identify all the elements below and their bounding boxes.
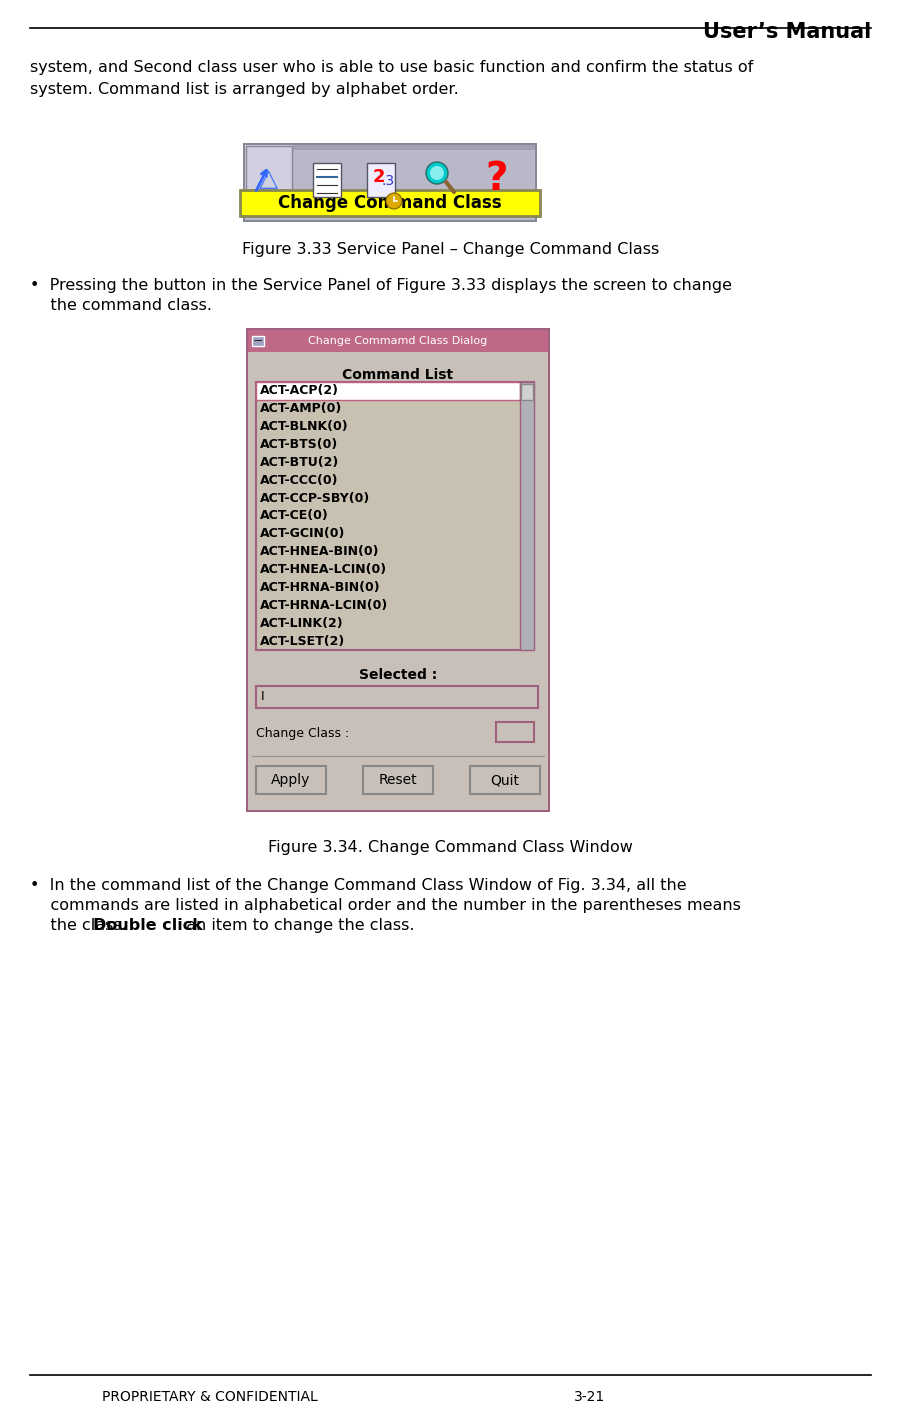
Text: Change Commamd Class Dialog: Change Commamd Class Dialog: [308, 336, 487, 346]
Text: system. Command list is arranged by alphabet order.: system. Command list is arranged by alph…: [30, 82, 459, 97]
Text: the class.: the class.: [30, 917, 132, 933]
Text: ACT-LSET(2): ACT-LSET(2): [260, 635, 345, 647]
Text: I: I: [261, 691, 265, 704]
Bar: [363, 765, 433, 794]
Bar: [248, 331, 548, 810]
Text: Selected :: Selected :: [359, 668, 437, 682]
Bar: [256, 381, 520, 400]
Text: ACT-ACP(2): ACT-ACP(2): [260, 384, 339, 397]
Bar: [256, 687, 538, 708]
Text: Figure 3.34. Change Command Class Window: Figure 3.34. Change Command Class Window: [268, 840, 633, 855]
Bar: [243, 144, 537, 222]
Text: Reset: Reset: [378, 772, 417, 787]
Text: Apply: Apply: [271, 772, 311, 787]
Bar: [521, 384, 533, 400]
Text: PROPRIETARY & CONFIDENTIAL: PROPRIETARY & CONFIDENTIAL: [102, 1390, 318, 1404]
Bar: [520, 381, 534, 650]
Bar: [245, 145, 535, 151]
Text: —: —: [254, 336, 262, 346]
Text: △: △: [259, 167, 278, 191]
Bar: [470, 765, 540, 794]
Text: .3: .3: [381, 174, 395, 189]
Text: 3-21: 3-21: [574, 1390, 605, 1404]
Text: Change Class :: Change Class :: [256, 727, 350, 740]
Bar: [256, 381, 534, 650]
Circle shape: [386, 193, 402, 210]
Text: ACT-HNEA-BIN(0): ACT-HNEA-BIN(0): [260, 546, 379, 559]
Bar: [245, 145, 293, 214]
Text: •  Pressing the button in the Service Panel of Figure 3.33 displays the screen t: • Pressing the button in the Service Pan…: [30, 279, 732, 293]
Bar: [245, 145, 535, 219]
Text: ACT-HRNA-BIN(0): ACT-HRNA-BIN(0): [260, 581, 380, 594]
Bar: [246, 146, 292, 212]
Text: ACT-HRNA-LCIN(0): ACT-HRNA-LCIN(0): [260, 599, 388, 612]
Text: Double click: Double click: [93, 917, 203, 933]
Text: ACT-BTS(0): ACT-BTS(0): [260, 438, 338, 452]
Text: the command class.: the command class.: [30, 298, 212, 312]
Text: ACT-GCIN(0): ACT-GCIN(0): [260, 528, 345, 540]
Text: ACT-BTU(2): ACT-BTU(2): [260, 456, 340, 469]
Text: Figure 3.33 Service Panel – Change Command Class: Figure 3.33 Service Panel – Change Comma…: [241, 242, 660, 257]
Circle shape: [426, 162, 448, 184]
Bar: [256, 765, 326, 794]
Text: ACT-AMP(0): ACT-AMP(0): [260, 402, 342, 415]
Bar: [248, 331, 548, 352]
Circle shape: [430, 166, 444, 180]
Bar: [313, 163, 341, 197]
Text: User’s Manual: User’s Manual: [703, 23, 871, 42]
Text: 2: 2: [373, 167, 386, 186]
Text: ACT-BLNK(0): ACT-BLNK(0): [260, 421, 349, 433]
Text: Change Command Class: Change Command Class: [278, 194, 502, 212]
Text: Command List: Command List: [342, 369, 453, 381]
Text: system, and Second class user who is able to use basic function and confirm the : system, and Second class user who is abl…: [30, 61, 753, 75]
Bar: [246, 328, 550, 812]
Bar: [240, 190, 540, 217]
Text: ?: ?: [486, 160, 508, 198]
Text: ACT-LINK(2): ACT-LINK(2): [260, 616, 343, 630]
Text: Quit: Quit: [490, 772, 520, 787]
Bar: [520, 381, 534, 650]
Text: ACT-HNEA-LCIN(0): ACT-HNEA-LCIN(0): [260, 563, 387, 575]
Bar: [496, 722, 534, 741]
Bar: [252, 336, 264, 346]
Text: an item to change the class.: an item to change the class.: [181, 917, 414, 933]
Text: commands are listed in alphabetical order and the number in the parentheses mean: commands are listed in alphabetical orde…: [30, 898, 741, 913]
Bar: [367, 163, 395, 197]
Text: ACT-CCP-SBY(0): ACT-CCP-SBY(0): [260, 491, 370, 505]
Text: ACT-CCC(0): ACT-CCC(0): [260, 474, 339, 487]
Text: ACT-CE(0): ACT-CE(0): [260, 509, 329, 522]
Text: •  In the command list of the Change Command Class Window of Fig. 3.34, all the: • In the command list of the Change Comm…: [30, 878, 687, 893]
